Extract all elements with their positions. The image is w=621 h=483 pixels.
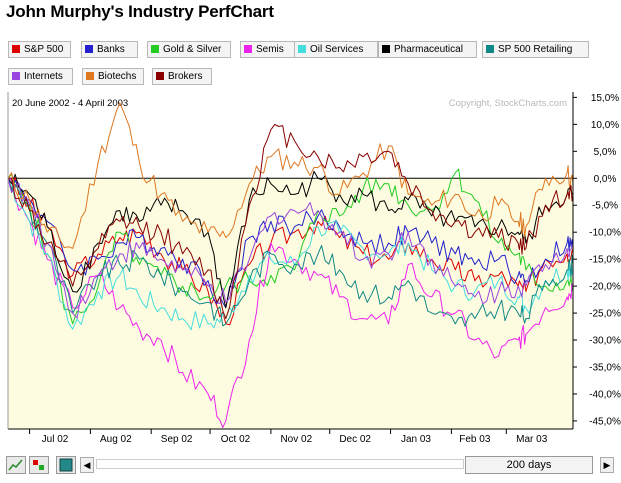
legend-item-internets[interactable]: Internets [8,68,73,85]
legend-item-biotechs[interactable]: Biotechs [82,68,144,85]
x-tick-label: Mar 03 [516,434,548,445]
legend-item-semis[interactable]: Semis [240,41,303,58]
y-tick-label: -40,0% [589,389,621,400]
legend-swatch [156,72,164,80]
legend-label: Brokers [168,71,203,82]
y-tick-label: -20,0% [589,282,621,293]
series-line-oil-services [8,178,573,331]
x-tick-label: Aug 02 [100,434,132,445]
legend-swatch [12,72,20,80]
series-line-sp-500-retailing [8,178,573,327]
y-tick-label: 0,0% [594,174,617,185]
chart-toolbar: ◀ 200 days ▶ [0,452,621,478]
legend-label: S&P 500 [24,44,64,55]
scroll-right-button[interactable]: ▶ [600,457,614,473]
date-scrollbar[interactable] [96,459,464,469]
y-tick-label: -30,0% [589,336,621,347]
panel-toggle-button[interactable] [56,456,76,474]
legend-label: Internets [24,71,63,82]
histogram-button[interactable] [29,456,49,474]
legend-item-sp-500-retailing[interactable]: SP 500 Retailing [482,41,589,58]
legend-swatch [85,45,93,53]
series-line-banks [8,178,573,309]
series-line-semis [8,177,573,428]
date-range-label: 20 June 2002 - 4 April 2003 [12,98,128,109]
line-chart-button[interactable] [6,456,26,474]
y-tick-label: -45,0% [589,416,621,427]
x-tick-label: Oct 02 [221,434,251,445]
y-tick-label: -35,0% [589,362,621,373]
legend-label: Gold & Silver [163,44,222,55]
watermark: Copyright, StockCharts.com [449,98,567,109]
line-chart-icon [8,459,23,471]
histogram-icon [33,460,44,470]
y-tick-label: -10,0% [589,228,621,239]
legend-swatch [486,45,494,53]
legend-swatch [382,45,390,53]
legend-swatch [86,72,94,80]
x-tick-label: Feb 03 [459,434,491,445]
legend-item-s-p-500[interactable]: S&P 500 [8,41,71,58]
legend-label: Biotechs [98,71,137,82]
series-line-internets [8,178,573,319]
legend-label: SP 500 Retailing [498,44,573,55]
x-tick-label: Nov 02 [280,434,312,445]
legend-swatch [298,45,306,53]
legend-swatch [151,45,159,53]
scroll-left-button[interactable]: ◀ [80,457,94,473]
page-title: John Murphy's Industry PerfChart [6,2,274,21]
legend-item-brokers[interactable]: Brokers [152,68,212,85]
x-tick-label: Dec 02 [339,434,371,445]
y-tick-label: 10,0% [591,120,619,131]
square-icon [59,458,73,472]
x-tick-label: Jul 02 [42,434,69,445]
series-line-biotechs [8,102,573,249]
y-tick-label: -5,0% [592,201,618,212]
legend-item-pharmaceutical[interactable]: Pharmaceutical [378,41,477,58]
y-tick-label: -25,0% [589,309,621,320]
legend-swatch [12,45,20,53]
days-range-selector[interactable]: 200 days [465,456,593,474]
x-tick-label: Jan 03 [401,434,431,445]
legend-label: Oil Services [310,44,364,55]
legend-label: Pharmaceutical [394,44,463,55]
legend-label: Semis [256,44,284,55]
legend-item-gold-silver[interactable]: Gold & Silver [147,41,231,58]
series-line-gold-silver [8,168,573,325]
y-tick-label: 5,0% [594,147,617,158]
series-line-brokers [8,123,573,319]
negative-zone-shading [8,178,573,429]
legend-item-banks[interactable]: Banks [81,41,138,58]
perf-chart: 20 June 2002 - 4 April 2003 Copyright, S… [7,92,621,445]
x-tick-label: Sep 02 [161,434,193,445]
y-tick-label: -15,0% [589,255,621,266]
legend-label: Banks [97,44,125,55]
y-tick-label: 15,0% [591,93,619,104]
legend-swatch [244,45,252,53]
legend-item-oil-services[interactable]: Oil Services [294,41,378,58]
